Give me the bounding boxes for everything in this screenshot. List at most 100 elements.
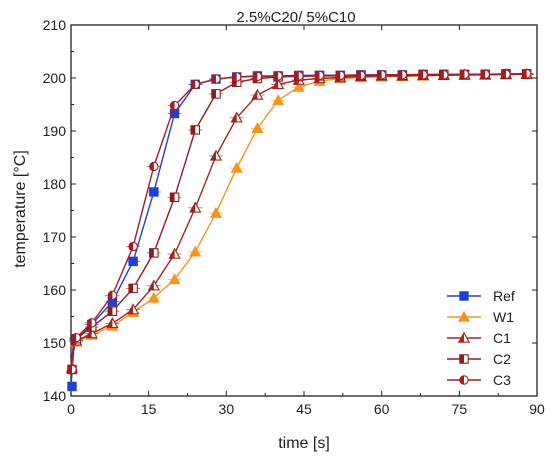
legend-marker: [457, 310, 471, 322]
y-tick-label: 210: [43, 17, 67, 33]
data-point: [314, 70, 325, 81]
marker-shape: [251, 122, 264, 134]
y-tick-label: 170: [43, 229, 67, 245]
marker-fill-half: [377, 70, 382, 80]
data-point: [418, 70, 428, 80]
data-point: [190, 125, 201, 135]
legend-label: C3: [493, 372, 511, 388]
marker-fill-half: [128, 242, 134, 251]
data-point: [149, 161, 159, 172]
y-tick-label: 140: [43, 388, 67, 404]
data-point: [169, 100, 180, 111]
y-tick-label: 190: [43, 123, 67, 139]
marker-fill-half: [211, 74, 216, 84]
marker-shape: [147, 291, 160, 303]
legend-marker: [459, 291, 469, 301]
data-point: [107, 306, 118, 316]
x-tick-label: 90: [529, 401, 545, 417]
data-point: [147, 279, 160, 291]
marker-fill-half: [459, 375, 464, 385]
data-point: [294, 71, 304, 81]
marker-shape: [209, 206, 223, 218]
marker-fill-half: [460, 70, 465, 79]
marker-fill-half: [191, 125, 196, 135]
data-point: [397, 70, 408, 80]
marker-fill-half: [108, 307, 113, 316]
series-c3: [67, 69, 534, 375]
data-point: [67, 364, 77, 375]
y-axis-label: temperature [°C]: [12, 150, 29, 268]
marker-fill-half: [67, 365, 72, 374]
marker-shape: [189, 245, 202, 257]
x-tick-label: 30: [219, 401, 235, 417]
series-c2: [67, 69, 534, 375]
data-point: [86, 318, 97, 328]
legend-label: Ref: [493, 288, 515, 304]
legend-item-c2: C2: [447, 351, 511, 367]
series-c1: [65, 67, 534, 374]
legend-label: W1: [493, 309, 514, 325]
data-point: [189, 201, 202, 213]
series-layer: [65, 67, 534, 392]
marker-fill-half: [315, 71, 320, 80]
data-point: [189, 245, 202, 257]
data-point: [211, 89, 221, 99]
marker-shape: [128, 256, 138, 267]
legend-marker: [459, 375, 469, 385]
data-point: [190, 79, 201, 90]
data-point: [480, 69, 490, 80]
data-point: [376, 70, 387, 80]
axis-ticks: 0 15 30 45 60 75 90 140 150 160 170 180 190 200 210: [43, 17, 545, 417]
data-point: [459, 69, 470, 80]
marker-fill-half: [501, 70, 506, 79]
data-point: [335, 70, 345, 81]
marker-shape: [457, 310, 471, 322]
marker-fill-half: [149, 162, 154, 171]
marker-fill-half: [418, 70, 424, 80]
marker-fill-half: [107, 318, 113, 328]
marker-shape: [149, 187, 159, 197]
marker-shape: [168, 273, 181, 285]
marker-shape: [67, 381, 77, 392]
marker-fill-half: [127, 304, 134, 314]
legend-item-c3: C3: [447, 372, 511, 388]
series-w1: [65, 68, 534, 372]
data-point: [211, 74, 221, 84]
data-point: [230, 111, 243, 123]
legend-item-c1: C1: [447, 330, 511, 346]
marker-fill-half: [272, 79, 279, 89]
marker-fill-half: [231, 112, 237, 122]
x-axis-label: time [s]: [278, 435, 330, 452]
marker-fill-half: [398, 70, 403, 80]
marker-fill-half: [149, 248, 154, 258]
data-point: [271, 78, 285, 90]
legend: Ref W1 C1 C2 C3: [447, 288, 515, 388]
legend-label: C2: [493, 351, 511, 367]
marker-fill-half: [336, 71, 341, 80]
marker-fill-half: [191, 80, 196, 89]
marker-fill-half: [108, 291, 113, 300]
data-point: [149, 248, 159, 258]
marker-fill-half: [439, 70, 444, 80]
x-tick-label: 60: [374, 401, 390, 417]
x-tick-label: 15: [141, 401, 157, 417]
marker-fill-half: [273, 71, 279, 81]
marker-fill-half: [293, 74, 299, 85]
y-tick-label: 200: [43, 70, 67, 86]
data-point: [169, 192, 180, 203]
legend-marker: [457, 331, 471, 343]
legend-item-w1: W1: [447, 309, 514, 325]
marker-shape: [459, 291, 469, 301]
data-point: [251, 88, 264, 100]
marker-fill-half: [232, 72, 237, 82]
data-point: [147, 291, 160, 303]
data-point: [439, 70, 449, 80]
y-tick-label: 180: [43, 176, 67, 192]
marker-fill-half: [170, 101, 175, 110]
x-tick-label: 45: [296, 401, 312, 417]
x-tick-label: 75: [452, 401, 468, 417]
data-point: [251, 122, 264, 134]
marker-fill-half: [169, 248, 175, 259]
